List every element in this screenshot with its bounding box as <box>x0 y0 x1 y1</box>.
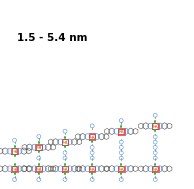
Text: 1.5 - 5.4 nm: 1.5 - 5.4 nm <box>17 33 88 43</box>
